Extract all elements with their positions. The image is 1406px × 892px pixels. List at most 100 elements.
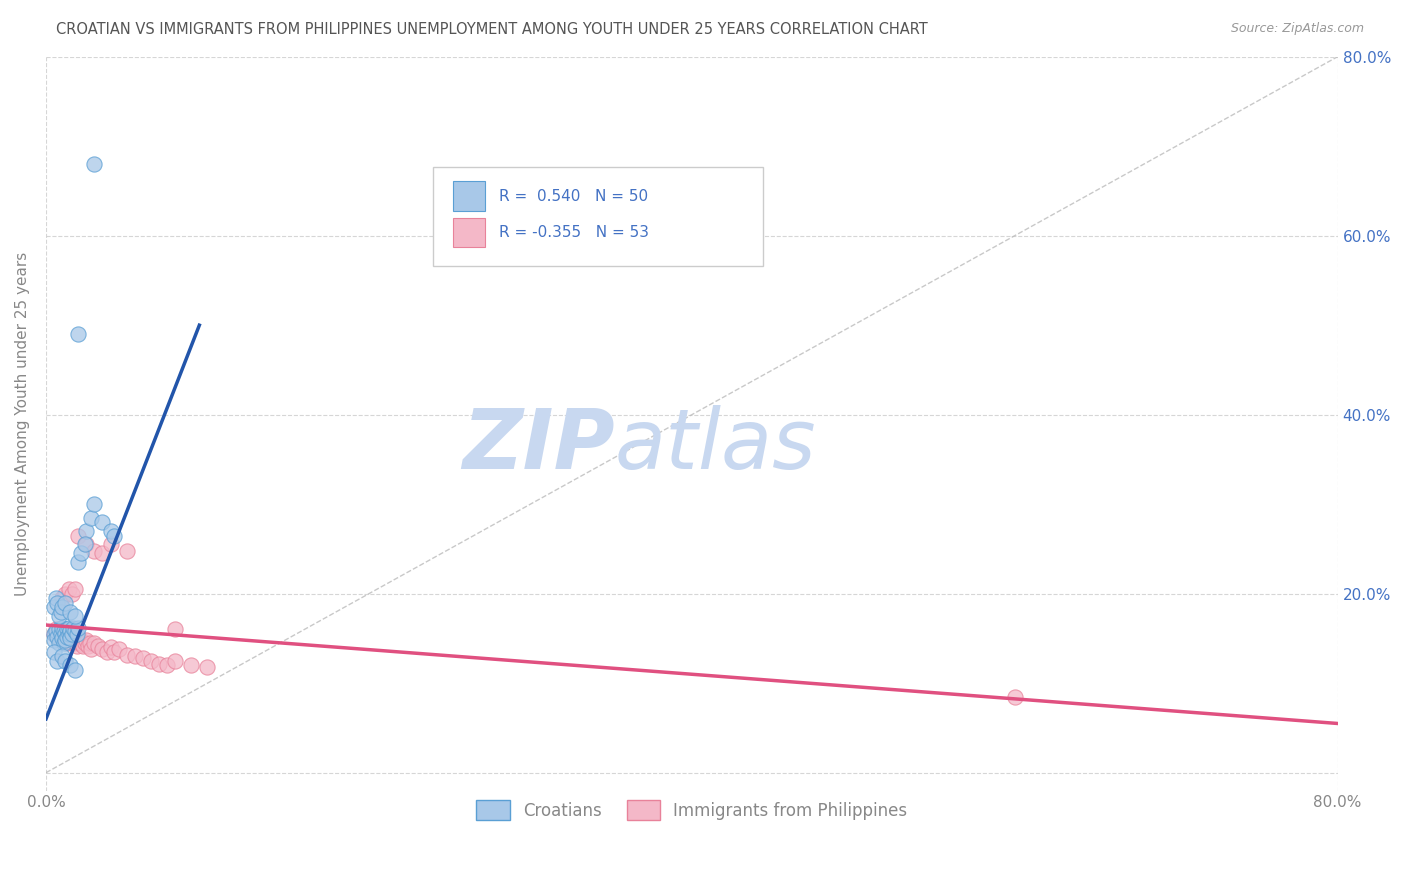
Point <box>59 605 82 619</box>
Point <box>73 636 96 650</box>
Point <box>165 654 187 668</box>
Point <box>69 636 91 650</box>
Point <box>53 632 76 646</box>
Point <box>83 497 105 511</box>
Text: atlas: atlas <box>614 405 815 486</box>
Point <box>48 609 70 624</box>
Point <box>45 624 67 639</box>
Point <box>51 591 73 606</box>
Bar <box>453 181 485 211</box>
Point <box>42 627 65 641</box>
Point <box>59 624 82 639</box>
Point <box>42 627 65 641</box>
Point <box>91 546 114 560</box>
Point <box>48 623 70 637</box>
Point <box>100 537 122 551</box>
Point <box>156 658 179 673</box>
Point <box>49 624 72 639</box>
Point <box>63 636 86 650</box>
Point <box>100 640 122 655</box>
Point <box>91 515 114 529</box>
Point <box>165 623 187 637</box>
Point <box>48 636 70 650</box>
Point <box>58 630 80 644</box>
Point <box>56 636 79 650</box>
Point <box>67 621 90 635</box>
Point <box>103 528 125 542</box>
Text: R = -0.355   N = 53: R = -0.355 N = 53 <box>499 226 650 240</box>
Point <box>63 624 86 639</box>
Point <box>180 658 202 673</box>
Point <box>115 543 138 558</box>
Point <box>58 582 80 597</box>
Point <box>63 663 86 677</box>
Point <box>75 537 97 551</box>
Point <box>53 596 76 610</box>
Point <box>52 627 75 641</box>
Y-axis label: Unemployment Among Youth under 25 years: Unemployment Among Youth under 25 years <box>15 252 30 596</box>
Legend: Croatians, Immigrants from Philippines: Croatians, Immigrants from Philippines <box>470 794 914 826</box>
Point <box>51 630 73 644</box>
Point <box>103 645 125 659</box>
Bar <box>453 219 485 247</box>
Point <box>83 636 105 650</box>
Point <box>59 632 82 646</box>
Point <box>48 632 70 646</box>
Point <box>45 623 67 637</box>
Point <box>59 658 82 673</box>
Point <box>67 633 90 648</box>
Point <box>51 621 73 635</box>
Point <box>70 633 93 648</box>
Text: CROATIAN VS IMMIGRANTS FROM PHILIPPINES UNEMPLOYMENT AMONG YOUTH UNDER 25 YEARS : CROATIAN VS IMMIGRANTS FROM PHILIPPINES … <box>56 22 928 37</box>
Point <box>139 654 162 668</box>
Point <box>148 657 170 671</box>
Text: Source: ZipAtlas.com: Source: ZipAtlas.com <box>1230 22 1364 36</box>
Point <box>60 587 83 601</box>
Point <box>107 642 129 657</box>
Point <box>96 645 118 659</box>
Point <box>91 642 114 657</box>
Point <box>52 636 75 650</box>
Point <box>63 609 86 624</box>
Text: R =  0.540   N = 50: R = 0.540 N = 50 <box>499 188 648 203</box>
Point <box>62 632 84 646</box>
Point <box>49 627 72 641</box>
Point <box>1004 690 1026 704</box>
Point <box>132 651 155 665</box>
Point <box>197 660 219 674</box>
Point <box>66 639 89 653</box>
Point <box>46 654 69 668</box>
Point <box>51 632 73 646</box>
Point <box>60 636 83 650</box>
Point <box>46 596 69 610</box>
Point <box>83 157 105 171</box>
Point <box>46 627 69 641</box>
Point <box>46 630 69 644</box>
Point <box>53 587 76 601</box>
Point <box>73 537 96 551</box>
Point <box>56 630 79 644</box>
Point <box>58 621 80 635</box>
Point <box>67 327 90 342</box>
Point <box>63 582 86 597</box>
Point <box>100 524 122 538</box>
Point <box>66 627 89 641</box>
Point <box>60 627 83 641</box>
Point <box>56 623 79 637</box>
Point <box>77 639 100 653</box>
Point <box>80 642 103 657</box>
Point <box>72 639 94 653</box>
Point <box>67 555 90 569</box>
Point <box>53 654 76 668</box>
Point <box>42 600 65 615</box>
Point <box>83 543 105 558</box>
Text: ZIP: ZIP <box>461 405 614 486</box>
Point <box>75 524 97 538</box>
FancyBboxPatch shape <box>433 167 763 266</box>
Point <box>42 633 65 648</box>
Point <box>53 633 76 648</box>
Point <box>80 510 103 524</box>
Point <box>59 633 82 648</box>
Point <box>67 528 90 542</box>
Point <box>45 591 67 606</box>
